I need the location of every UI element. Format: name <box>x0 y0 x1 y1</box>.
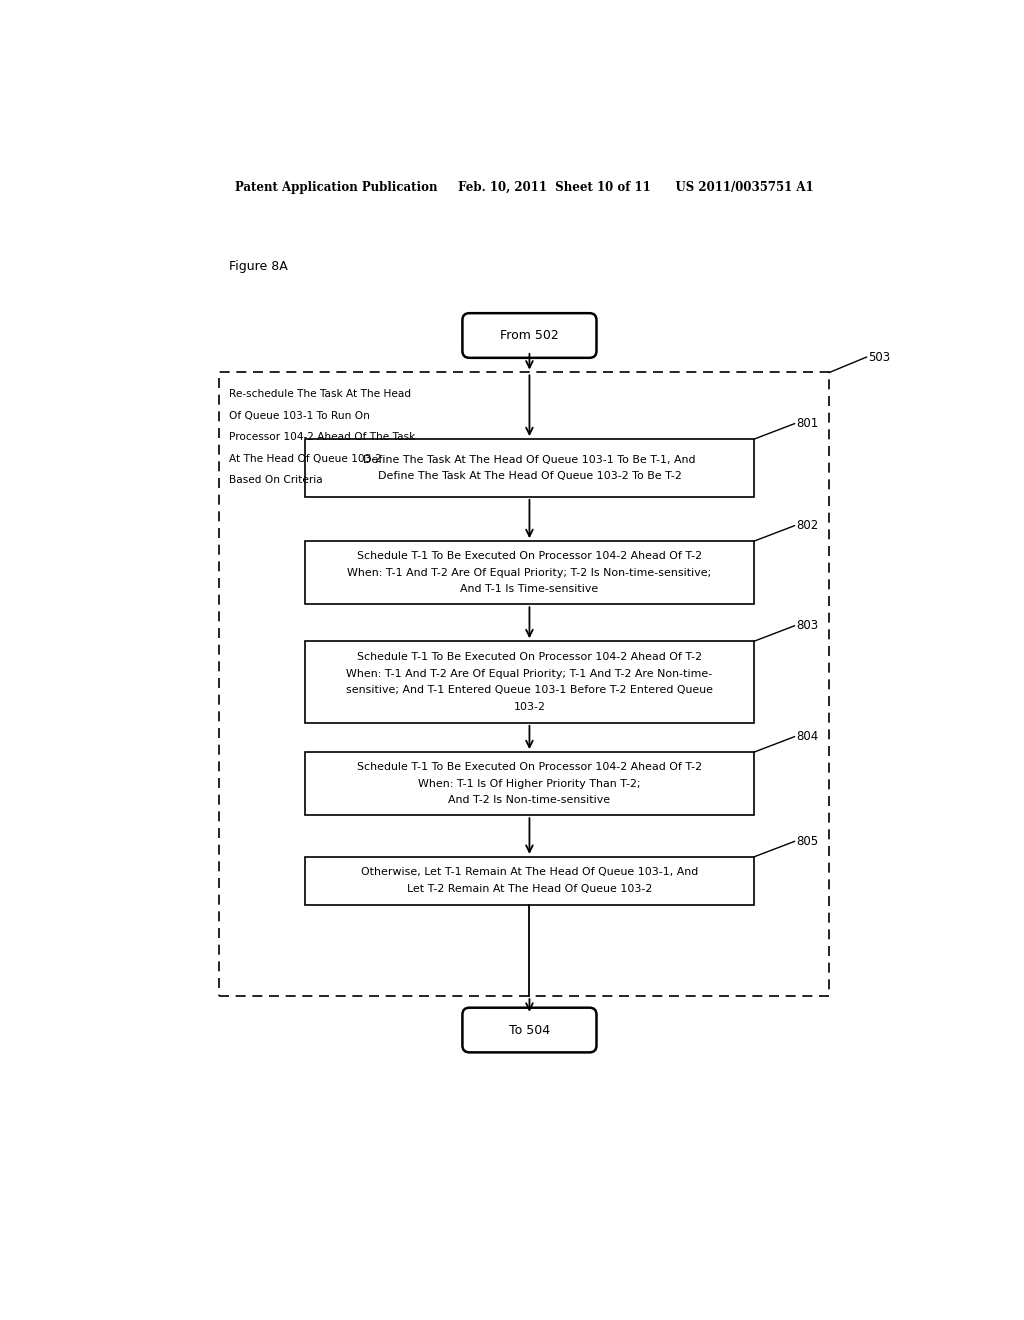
FancyBboxPatch shape <box>463 1007 597 1052</box>
Bar <box>305 440 755 496</box>
Bar <box>305 541 755 605</box>
Text: Of Queue 103-1 To Run On: Of Queue 103-1 To Run On <box>228 411 370 421</box>
Text: 801: 801 <box>796 417 818 430</box>
Text: Let T-2 Remain At The Head Of Queue 103-2: Let T-2 Remain At The Head Of Queue 103-… <box>407 884 652 894</box>
Text: Define The Task At The Head Of Queue 103-2 To Be T-2: Define The Task At The Head Of Queue 103… <box>378 471 681 482</box>
Text: 804: 804 <box>796 730 818 743</box>
Text: 803: 803 <box>796 619 818 632</box>
Text: Figure 8A: Figure 8A <box>228 260 288 273</box>
Text: And T-2 Is Non-time-sensitive: And T-2 Is Non-time-sensitive <box>449 796 610 805</box>
Text: To 504: To 504 <box>509 1023 550 1036</box>
Bar <box>305 752 755 816</box>
Text: Schedule T-1 To Be Executed On Processor 104-2 Ahead Of T-2: Schedule T-1 To Be Executed On Processor… <box>357 550 701 561</box>
Text: At The Head Of Queue 103-2: At The Head Of Queue 103-2 <box>228 454 382 463</box>
Text: From 502: From 502 <box>500 329 559 342</box>
Text: When: T-1 And T-2 Are Of Equal Priority; T-1 And T-2 Are Non-time-: When: T-1 And T-2 Are Of Equal Priority;… <box>346 669 713 678</box>
Text: Processor 104-2 Ahead Of The Task: Processor 104-2 Ahead Of The Task <box>228 432 415 442</box>
Text: Otherwise, Let T-1 Remain At The Head Of Queue 103-1, And: Otherwise, Let T-1 Remain At The Head Of… <box>360 867 698 878</box>
Bar <box>219 372 829 997</box>
Text: When: T-1 Is Of Higher Priority Than T-2;: When: T-1 Is Of Higher Priority Than T-2… <box>418 779 641 788</box>
Bar <box>305 642 755 723</box>
Text: 503: 503 <box>868 351 890 363</box>
Text: sensitive; And T-1 Entered Queue 103-1 Before T-2 Entered Queue: sensitive; And T-1 Entered Queue 103-1 B… <box>346 685 713 696</box>
Text: Schedule T-1 To Be Executed On Processor 104-2 Ahead Of T-2: Schedule T-1 To Be Executed On Processor… <box>357 652 701 661</box>
Bar <box>305 857 755 904</box>
Text: Define The Task At The Head Of Queue 103-1 To Be T-1, And: Define The Task At The Head Of Queue 103… <box>364 454 695 465</box>
Text: 103-2: 103-2 <box>513 702 546 713</box>
Text: And T-1 Is Time-sensitive: And T-1 Is Time-sensitive <box>461 585 599 594</box>
Text: Based On Criteria: Based On Criteria <box>228 475 323 486</box>
FancyBboxPatch shape <box>463 313 597 358</box>
Text: Re-schedule The Task At The Head: Re-schedule The Task At The Head <box>228 389 411 399</box>
Text: Patent Application Publication     Feb. 10, 2011  Sheet 10 of 11      US 2011/00: Patent Application Publication Feb. 10, … <box>236 181 814 194</box>
Text: When: T-1 And T-2 Are Of Equal Priority; T-2 Is Non-time-sensitive;: When: T-1 And T-2 Are Of Equal Priority;… <box>347 568 712 578</box>
Text: 805: 805 <box>796 834 818 847</box>
Text: 802: 802 <box>796 519 818 532</box>
Text: Schedule T-1 To Be Executed On Processor 104-2 Ahead Of T-2: Schedule T-1 To Be Executed On Processor… <box>357 762 701 772</box>
